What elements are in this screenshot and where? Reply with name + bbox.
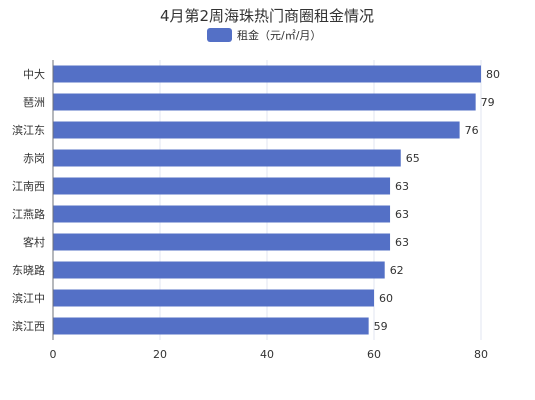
y-tick-label: 滨江西 bbox=[12, 319, 45, 333]
y-tick-label: 江南西 bbox=[12, 180, 45, 193]
data-label: 62 bbox=[390, 264, 404, 277]
y-tick-label: 江燕路 bbox=[12, 208, 45, 221]
y-tick-label: 滨江中 bbox=[12, 291, 45, 305]
data-label: 59 bbox=[374, 320, 388, 333]
legend[interactable]: 租金（元/㎡/月） bbox=[207, 28, 321, 42]
y-tick-label: 滨江东 bbox=[12, 123, 45, 137]
data-label: 76 bbox=[465, 124, 479, 137]
bars bbox=[53, 65, 481, 335]
bar[interactable] bbox=[53, 233, 391, 251]
x-axis-labels: 0 20 40 60 80 bbox=[50, 348, 489, 361]
y-tick-label: 赤岗 bbox=[23, 152, 45, 165]
data-label: 63 bbox=[395, 208, 409, 221]
data-label: 63 bbox=[395, 236, 409, 249]
data-label: 63 bbox=[395, 180, 409, 193]
x-tick-label: 60 bbox=[367, 348, 381, 361]
x-tick-label: 0 bbox=[50, 348, 57, 361]
data-label: 80 bbox=[486, 68, 500, 81]
x-tick-label: 20 bbox=[153, 348, 167, 361]
bar[interactable] bbox=[53, 121, 460, 139]
bar[interactable] bbox=[53, 65, 481, 83]
data-labels: 80 79 76 65 63 63 63 62 60 59 bbox=[374, 68, 500, 333]
data-label: 65 bbox=[406, 152, 420, 165]
bar[interactable] bbox=[53, 261, 385, 279]
bar[interactable] bbox=[53, 149, 401, 167]
data-label: 60 bbox=[379, 292, 393, 305]
bar[interactable] bbox=[53, 205, 391, 223]
chart-title: 4月第2周海珠热门商圈租金情况 bbox=[160, 7, 374, 25]
bar[interactable] bbox=[53, 289, 374, 307]
bar[interactable] bbox=[53, 177, 391, 195]
data-label: 79 bbox=[481, 96, 495, 109]
y-tick-label: 中大 bbox=[23, 67, 45, 81]
bar[interactable] bbox=[53, 317, 369, 335]
y-tick-label: 客村 bbox=[23, 235, 45, 249]
legend-swatch bbox=[207, 28, 232, 42]
x-tick-label: 40 bbox=[260, 348, 274, 361]
bar[interactable] bbox=[53, 93, 476, 111]
y-tick-label: 琶洲 bbox=[23, 96, 45, 109]
x-tick-label: 80 bbox=[474, 348, 488, 361]
legend-label: 租金（元/㎡/月） bbox=[237, 28, 321, 42]
y-tick-label: 东晓路 bbox=[12, 264, 45, 277]
